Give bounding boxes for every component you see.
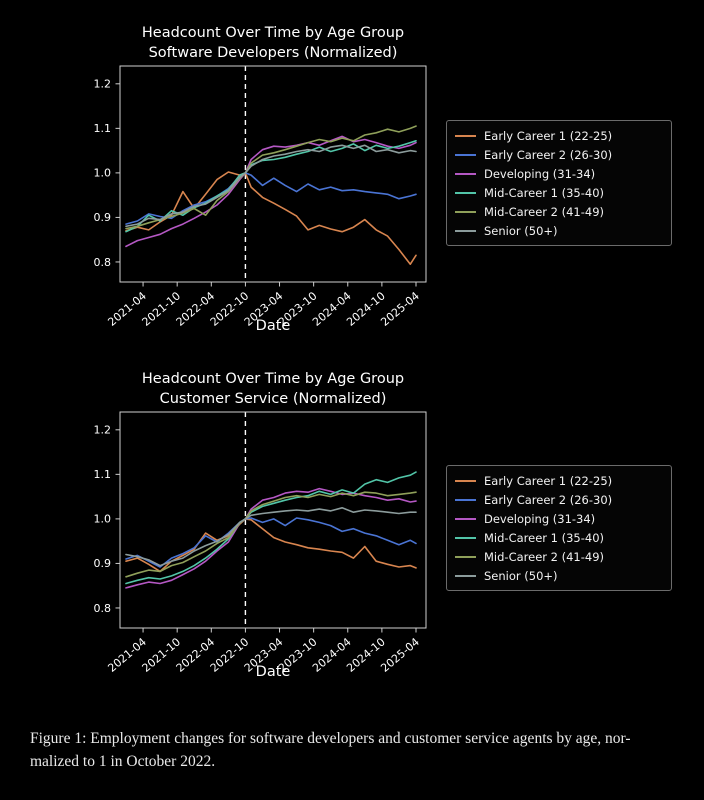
y-tick-label: 1.0 [94, 513, 112, 526]
legend-line-swatch [455, 498, 476, 501]
legend-item: Mid-Career 2 (41-49) [455, 549, 661, 564]
series-line-senior-50 [125, 144, 417, 228]
legend-label: Early Career 1 (22-25) [484, 473, 613, 488]
plot-area-software-developers: 0.80.91.01.11.22021-042021-102022-042022… [94, 65, 427, 334]
y-tick-label: 1.2 [94, 78, 112, 91]
legend-label: Senior (50+) [484, 568, 558, 583]
plot-area-customer-service: 0.80.91.01.11.22021-042021-102022-042022… [94, 411, 427, 680]
series-line-developing-31-34 [125, 135, 417, 248]
y-tick-label: 0.8 [94, 256, 112, 269]
legend-line-swatch [455, 210, 476, 213]
legend-label: Developing (31-34) [484, 511, 596, 526]
legend-label: Mid-Career 1 (35-40) [484, 530, 605, 545]
legend-line-swatch [455, 229, 476, 232]
y-tick-label: 1.1 [94, 468, 112, 481]
legend-item: Senior (50+) [455, 223, 661, 238]
legend-label: Mid-Career 2 (41-49) [484, 204, 605, 219]
legend-label: Mid-Career 2 (41-49) [484, 549, 605, 564]
legend-line-swatch [455, 555, 476, 558]
x-tick-label: 2025-04 [378, 635, 422, 675]
series-line-developing-31-34 [125, 487, 417, 589]
legend-item: Early Career 2 (26-30) [455, 492, 661, 507]
legend-line-swatch [455, 574, 476, 577]
legend-item: Developing (31-34) [455, 166, 661, 181]
y-tick-label: 0.8 [94, 602, 112, 615]
legend-line-swatch [455, 153, 476, 156]
legend-item: Mid-Career 2 (41-49) [455, 204, 661, 219]
legend-line-swatch [455, 479, 476, 482]
legend-line-swatch [455, 517, 476, 520]
chart-title-software-developers: Headcount Over Time by Age Group Softwar… [88, 23, 458, 63]
y-tick-label: 1.0 [94, 167, 112, 180]
legend-software-developers: Early Career 1 (22-25) Early Career 2 (26… [446, 120, 672, 246]
legend-line-swatch [455, 536, 476, 539]
caption-line1: Figure 1: Employment changes for softwar… [30, 730, 631, 747]
legend-label: Early Career 2 (26-30) [484, 492, 613, 507]
chart-title-customer-service: Headcount Over Time by Age Group Custome… [88, 369, 458, 409]
legend-line-swatch [455, 134, 476, 137]
legend-label: Early Career 1 (22-25) [484, 128, 613, 143]
y-tick-label: 0.9 [94, 557, 112, 570]
y-tick-label: 1.2 [94, 424, 112, 437]
legend-item: Mid-Career 1 (35-40) [455, 185, 661, 200]
chart-title-line2: Customer Service (Normalized) [159, 391, 387, 407]
legend-label: Senior (50+) [484, 223, 558, 238]
x-axis-label: Date [256, 664, 291, 680]
chart-title-line1: Headcount Over Time by Age Group [141, 371, 405, 387]
legend-label: Developing (31-34) [484, 166, 596, 181]
series-line-mid-career-1-35-40 [125, 471, 417, 585]
series-line-early-career-1-22-25 [125, 518, 417, 573]
chart-title-line2: Software Developers (Normalized) [148, 45, 398, 61]
chart-customer-service: Headcount Over Time by Age Group Custome… [0, 366, 704, 712]
figure-caption: Figure 1: Employment changes for softwar… [30, 727, 682, 774]
legend-label: Early Career 2 (26-30) [484, 147, 613, 162]
legend-customer-service: Early Career 1 (22-25) Early Career 2 (26… [446, 465, 672, 591]
series-line-senior-50 [125, 507, 417, 567]
caption-line2: malized to 1 in October 2022. [30, 753, 216, 771]
y-tick-label: 0.9 [94, 211, 112, 224]
legend-item: Early Career 2 (26-30) [455, 147, 661, 162]
axes-box [119, 65, 427, 283]
legend-label: Mid-Career 1 (35-40) [484, 185, 605, 200]
chart-software-developers: Headcount Over Time by Age Group Softwar… [0, 20, 704, 366]
legend-item: Early Career 1 (22-25) [455, 473, 661, 488]
series-line-early-career-2-26-30 [125, 517, 417, 568]
legend-line-swatch [455, 172, 476, 175]
legend-item: Early Career 1 (22-25) [455, 128, 661, 143]
x-tick-label: 2025-04 [378, 289, 422, 329]
legend-item: Senior (50+) [455, 568, 661, 583]
x-axis-label: Date [256, 318, 291, 334]
legend-item: Mid-Career 1 (35-40) [455, 530, 661, 545]
series-line-early-career-1-22-25 [125, 171, 417, 265]
legend-item: Developing (31-34) [455, 511, 661, 526]
y-tick-label: 1.1 [94, 122, 112, 135]
legend-line-swatch [455, 191, 476, 194]
chart-title-line1: Headcount Over Time by Age Group [141, 25, 405, 41]
series-line-mid-career-2-41-49 [125, 491, 417, 578]
axes-box [119, 411, 427, 629]
series-line-mid-career-2-41-49 [125, 125, 417, 230]
